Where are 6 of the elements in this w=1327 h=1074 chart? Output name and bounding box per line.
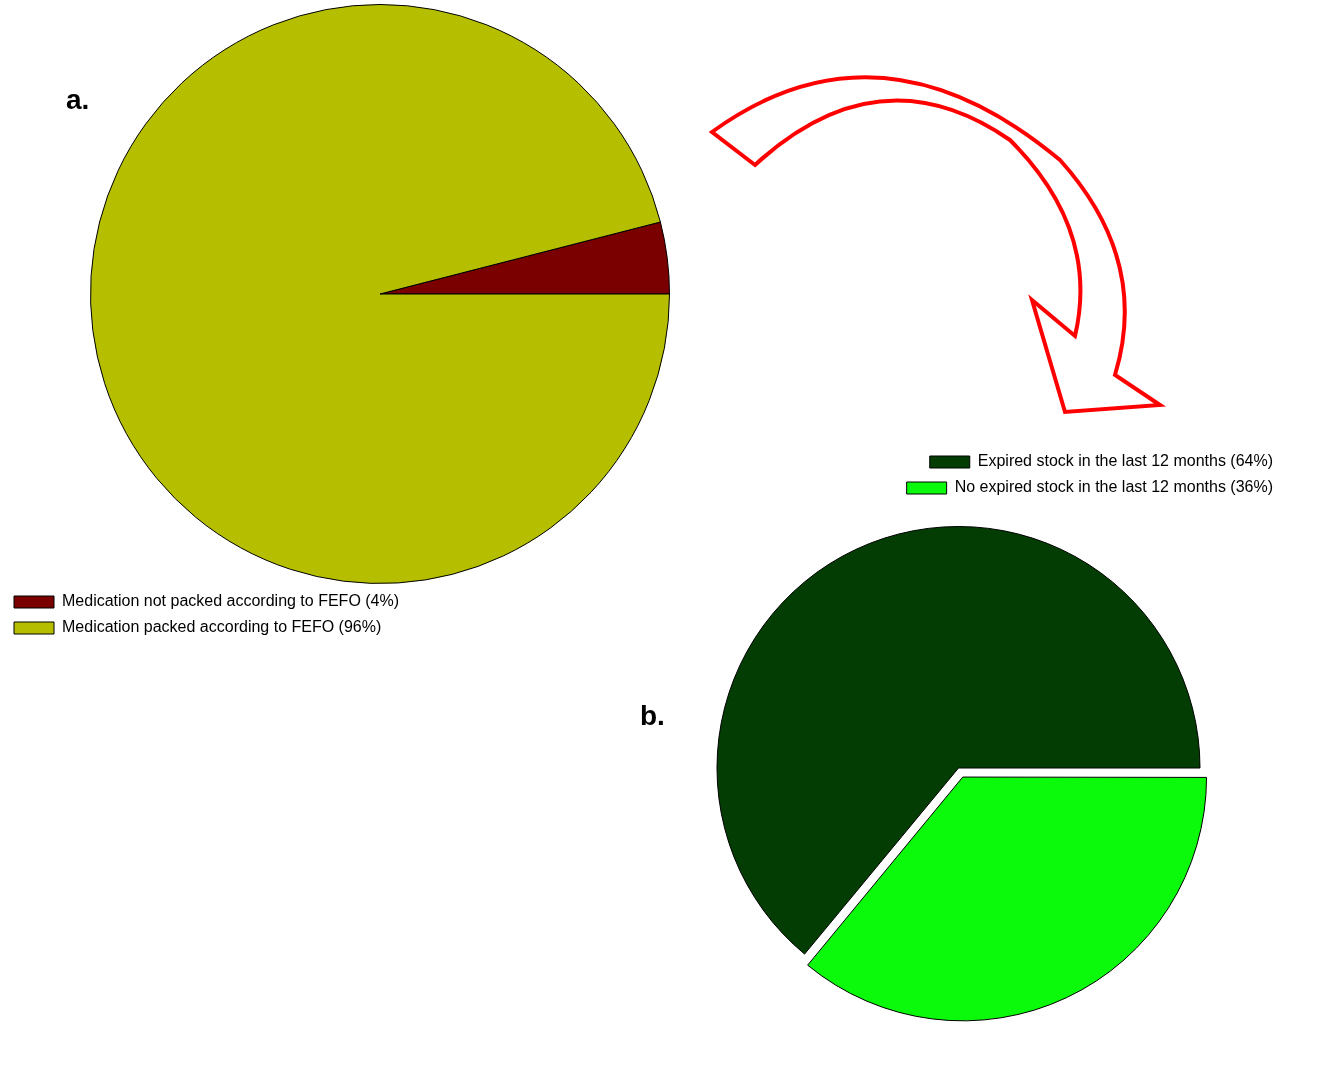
text: a.: [66, 84, 90, 116]
text: b.: [640, 700, 665, 732]
legend-label: Expired stock in the last 12 months (64%): [977, 452, 1273, 470]
legend-label: Medication packed according to FEFO (96%): [62, 618, 382, 636]
legend-label: Medication not packed according to FEFO (4%): [62, 592, 400, 610]
legend-label: No expired stock in the last 12 months (36%): [954, 478, 1273, 496]
